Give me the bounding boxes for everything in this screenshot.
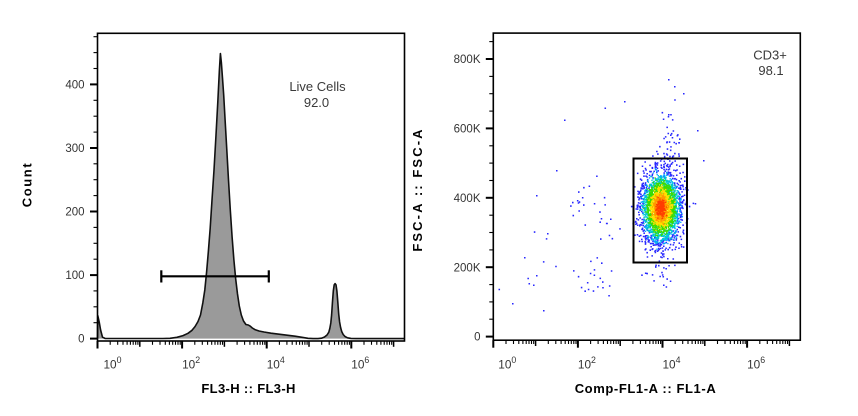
svg-text:FSC-A :: FSC-A: FSC-A :: FSC-A xyxy=(410,127,425,251)
svg-text:400: 400 xyxy=(65,80,84,92)
svg-text:400K: 400K xyxy=(454,193,481,205)
svg-text:Count: Count xyxy=(20,162,35,208)
svg-text:98.1: 98.1 xyxy=(758,63,783,78)
svg-text:600K: 600K xyxy=(454,124,481,136)
svg-text:800K: 800K xyxy=(454,54,481,66)
svg-text:Comp-FL1-A :: FL1-A: Comp-FL1-A :: FL1-A xyxy=(575,381,717,396)
svg-text:200: 200 xyxy=(65,207,84,219)
svg-text:0: 0 xyxy=(78,334,84,346)
svg-text:Live Cells: Live Cells xyxy=(289,79,346,94)
svg-text:100: 100 xyxy=(65,270,84,282)
svg-text:0: 0 xyxy=(474,332,480,344)
svg-text:300: 300 xyxy=(65,143,84,155)
svg-text:FL3-H :: FL3-H: FL3-H :: FL3-H xyxy=(201,381,295,396)
svg-text:CD3+: CD3+ xyxy=(753,47,787,62)
svg-text:200K: 200K xyxy=(454,262,481,274)
svg-text:92.0: 92.0 xyxy=(304,95,329,110)
